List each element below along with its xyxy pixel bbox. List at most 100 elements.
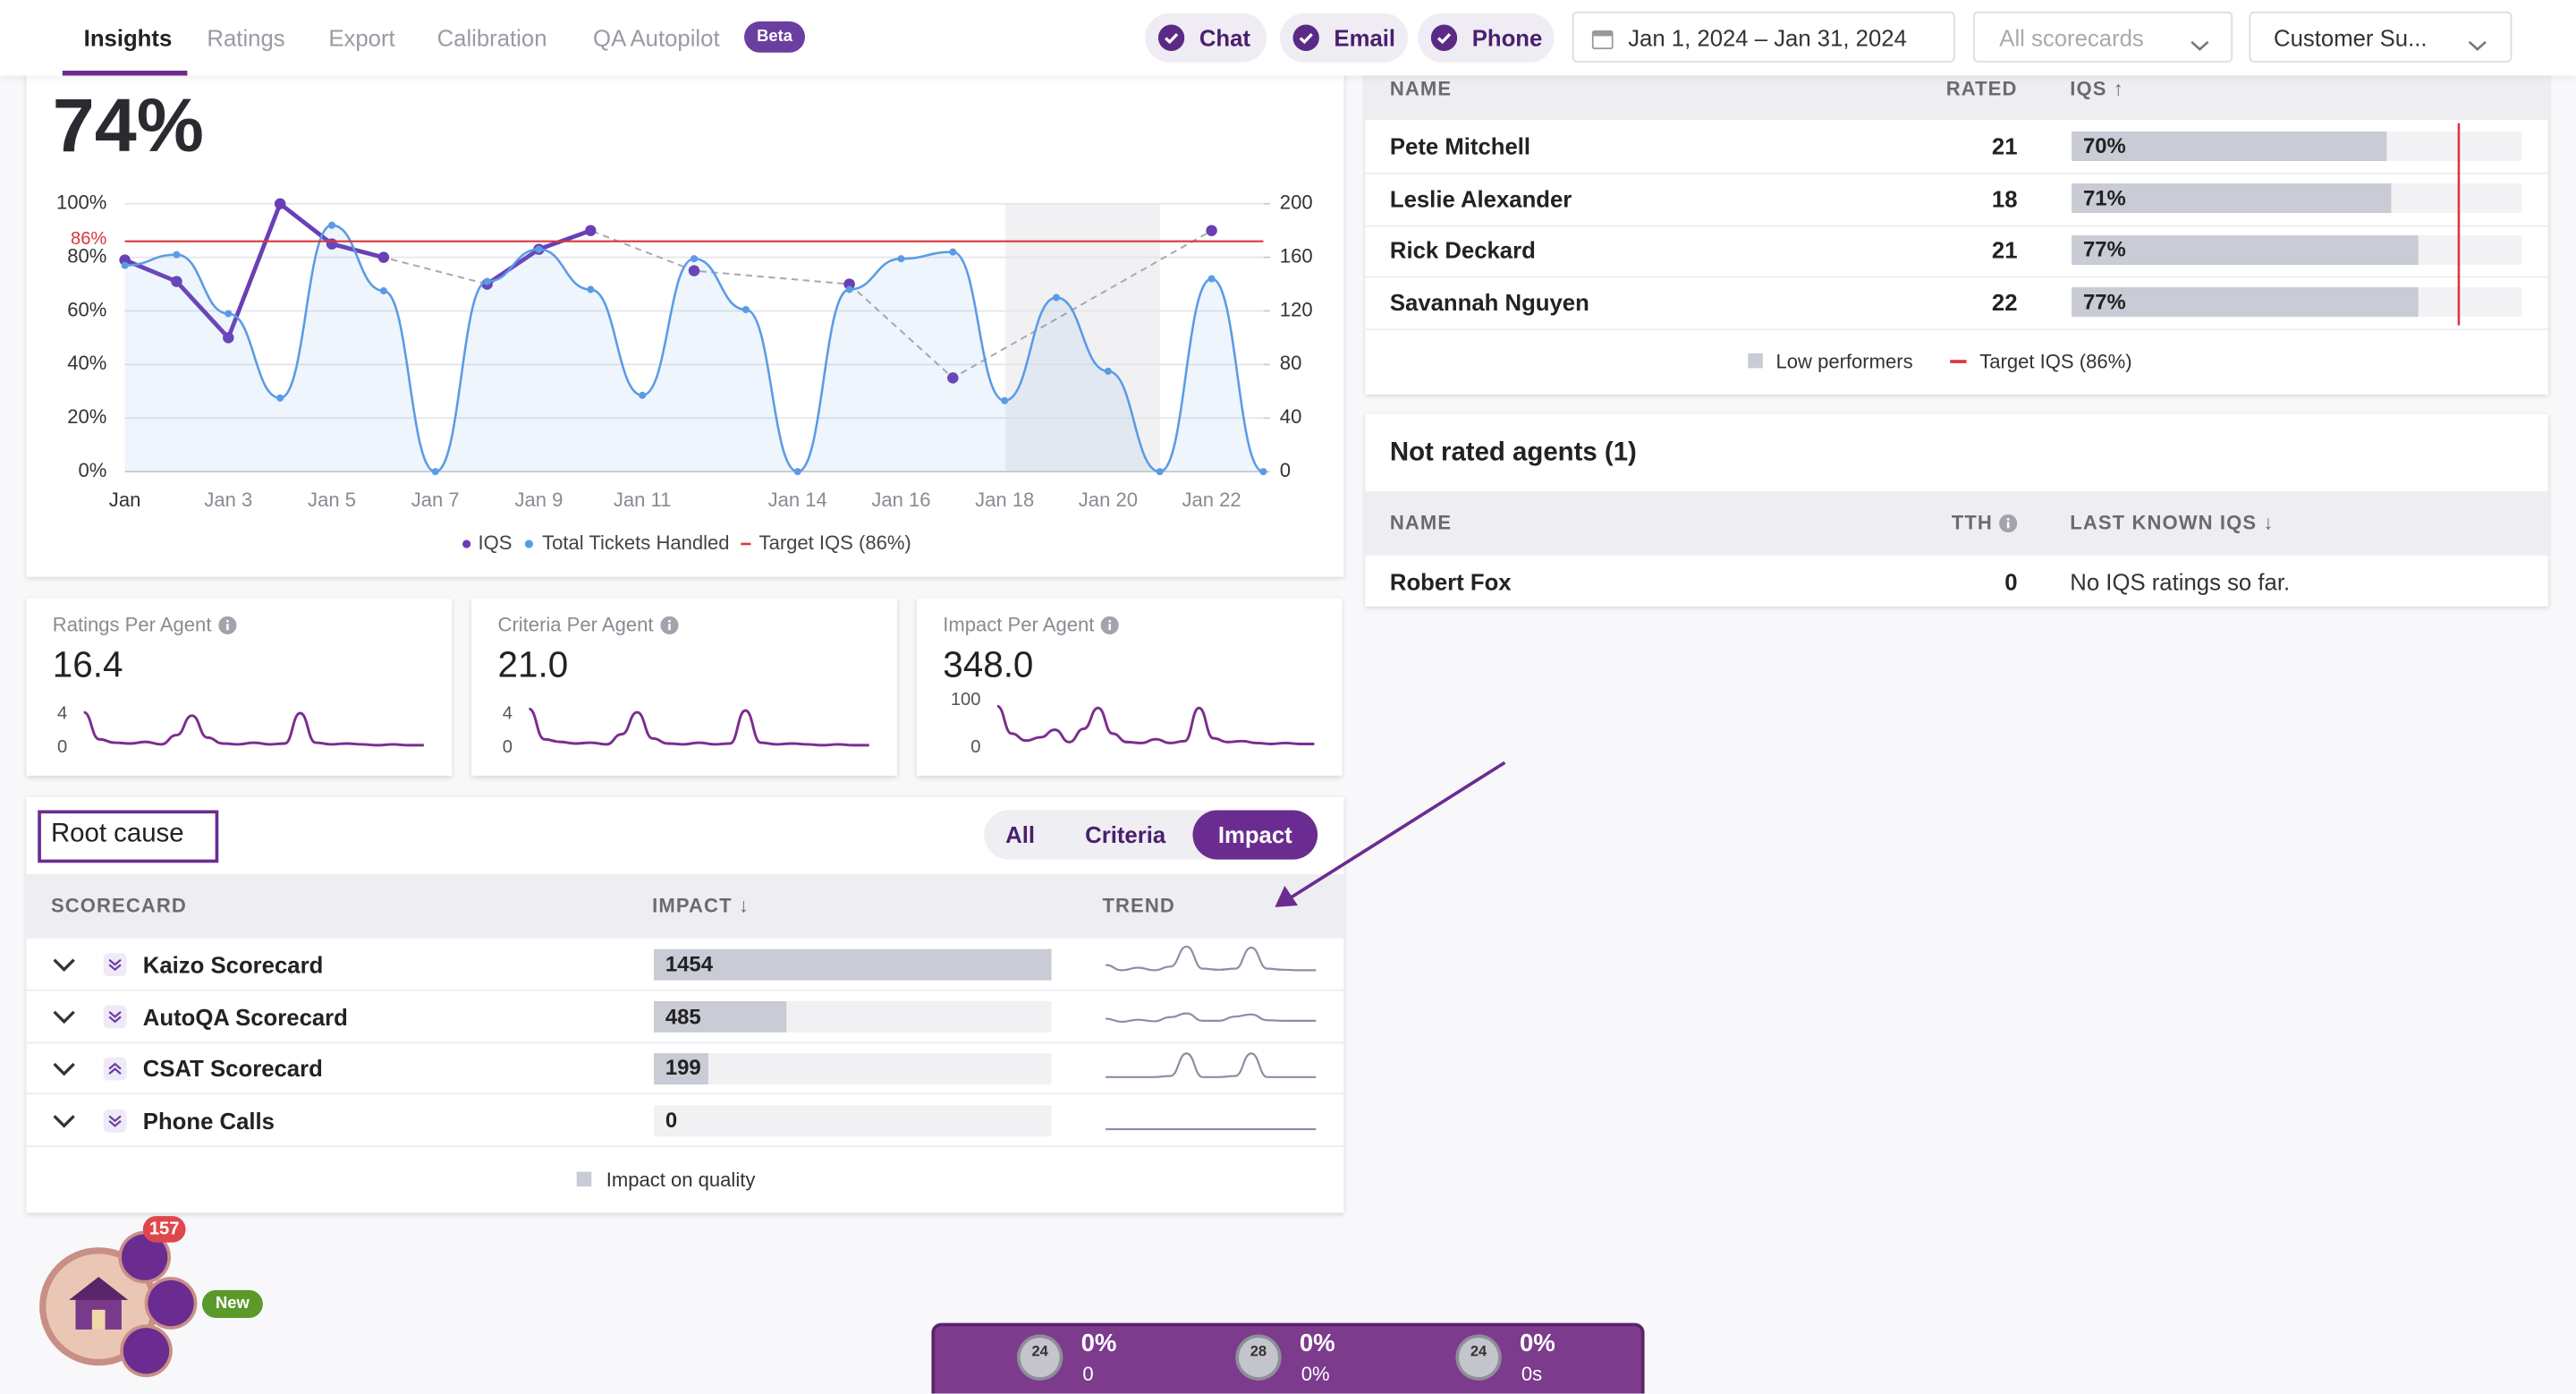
section-title: Not rated agents (1) <box>1390 438 1637 471</box>
channel-filter-text[interactable]: Phone <box>1471 24 1543 51</box>
check-mark <box>1165 33 1179 45</box>
widget-button[interactable] <box>123 1328 170 1374</box>
scorecard-name: Phone Calls <box>143 1104 275 1137</box>
dropdown-chevron <box>2468 40 2487 51</box>
scorecard-filter[interactable]: All scorecards <box>1999 21 2143 55</box>
metric-title: Criteria Per Agent <box>498 608 679 642</box>
nav-tab[interactable]: Export <box>328 21 394 55</box>
trophy-icon <box>1238 1338 1278 1378</box>
impact-value: 485 <box>665 1000 701 1033</box>
check-mark <box>1436 33 1452 45</box>
iqs-label-text: 77% <box>2082 288 2126 314</box>
team-select[interactable] <box>2249 11 2512 63</box>
trophy-level: 24 <box>1470 1334 1487 1367</box>
progress-percent: 0% <box>1300 1328 1335 1361</box>
scorecard-select[interactable] <box>1972 11 2233 63</box>
info-icon <box>659 615 679 634</box>
filter-button-text[interactable]: Impact <box>1217 821 1292 848</box>
table-header <box>1365 491 2548 556</box>
rated-count-text: 21 <box>1991 236 2018 264</box>
section-title-text: Not rated agents (1) <box>1389 438 1637 467</box>
scorecard-name: AutoQA Scorecard <box>143 1000 348 1033</box>
nav-tab-text[interactable]: Export <box>328 24 395 51</box>
filter-button-text[interactable]: Criteria <box>1085 821 1166 848</box>
channel-filter-text[interactable]: Chat <box>1199 24 1250 51</box>
rated-count: 18 <box>1992 182 2018 215</box>
column-header: NAME <box>1390 72 1452 106</box>
impact-value-text: 1454 <box>665 951 713 977</box>
rated-count: 21 <box>1992 130 2018 163</box>
row-divider <box>26 989 1344 991</box>
nav-tab[interactable]: Insights <box>84 21 173 55</box>
nav-tab-text[interactable]: Insights <box>83 24 173 51</box>
team-filter[interactable]: Customer Su... <box>2274 21 2428 55</box>
progress-sub-text: 0s <box>1521 1362 1543 1386</box>
dropdown-chevron <box>2468 31 2487 51</box>
iqs-card <box>26 65 1344 577</box>
filter-button[interactable]: Impact <box>1218 819 1292 852</box>
section-title: Root cause <box>51 819 184 852</box>
row-divider <box>26 1093 1344 1095</box>
rated-count-text: 22 <box>1991 288 2018 316</box>
nav-tab[interactable]: Calibration <box>437 21 547 55</box>
table-header <box>26 874 1344 939</box>
trophy-level-text: 28 <box>1250 1342 1267 1359</box>
metric-title-text: Criteria Per Agent <box>497 613 654 636</box>
iqs-label: 70% <box>2083 130 2126 163</box>
date-range[interactable]: Jan 1, 2024 – Jan 31, 2024 <box>1591 21 1907 55</box>
legend-label: Impact on quality <box>606 1163 756 1196</box>
progress-percent-text: 0% <box>1519 1329 1555 1358</box>
agent-name-text: Savannah Nguyen <box>1389 288 1589 316</box>
info-icon <box>1999 513 2018 532</box>
filter-button[interactable]: Criteria <box>1085 819 1165 852</box>
row-divider <box>1365 327 2548 330</box>
date-range-text[interactable]: Jan 1, 2024 – Jan 31, 2024 <box>1628 24 1907 51</box>
column-header-text: IMPACT ↓ <box>652 894 750 917</box>
channel-filter[interactable]: Phone <box>1430 21 1543 55</box>
scorecard-filter-text[interactable]: All scorecards <box>1999 24 2144 51</box>
info-stem <box>1108 623 1112 630</box>
nav-tab-text[interactable]: Calibration <box>436 24 547 51</box>
widget-button[interactable] <box>148 1279 194 1327</box>
row-divider <box>26 1041 1344 1043</box>
house-icon <box>69 1277 129 1330</box>
filter-button[interactable]: All <box>1005 819 1035 852</box>
trophy-level-text: 24 <box>1031 1342 1048 1359</box>
check-circle <box>1430 24 1458 51</box>
metric-value-text: 348.0 <box>943 644 1034 685</box>
game-widget <box>39 1247 158 1366</box>
agent-name: Rick Deckard <box>1390 234 1536 267</box>
iqs-kpi: 74% <box>53 79 204 171</box>
nav-tab-text[interactable]: Ratings <box>207 24 285 51</box>
info-point <box>667 618 671 622</box>
check-icon <box>1430 24 1458 51</box>
nav-tab-text[interactable]: QA Autopilot <box>593 24 720 51</box>
beta-badge: Beta <box>757 21 792 54</box>
check-circle <box>1292 24 1319 51</box>
metric-title: Ratings Per Agent <box>53 608 237 642</box>
calendar-top <box>1592 30 1613 36</box>
channel-filter[interactable]: Chat <box>1157 21 1250 55</box>
notification-count: 157 <box>149 1213 180 1246</box>
section-title-text: Root cause <box>50 820 184 848</box>
filter-button-text[interactable]: All <box>1005 821 1036 848</box>
impact-value: 1454 <box>665 948 713 982</box>
info-stem <box>2007 521 2010 528</box>
nav-tab[interactable]: QA Autopilot <box>593 21 720 55</box>
column-header-text: TTH <box>1951 511 1993 534</box>
trophy-level: 24 <box>1031 1334 1047 1367</box>
channel-filter-text[interactable]: Email <box>1334 24 1396 51</box>
scorecard-name: CSAT Scorecard <box>143 1052 323 1085</box>
column-header: TREND <box>1102 889 1174 922</box>
channel-filter[interactable]: Email <box>1292 21 1396 55</box>
nav-tab[interactable]: Ratings <box>207 21 284 55</box>
scorecard-name-text: CSAT Scorecard <box>142 1055 323 1083</box>
last-iqs-text: No IQS ratings so far. <box>2070 568 2291 595</box>
scorecard-name-text: AutoQA Scorecard <box>142 1003 348 1031</box>
info-point <box>2006 517 2010 520</box>
tab-underline <box>62 70 188 76</box>
date-picker[interactable] <box>1572 11 1955 63</box>
team-filter-text[interactable]: Customer Su... <box>2274 24 2428 51</box>
progress-percent: 0% <box>1081 1328 1117 1361</box>
impact-value: 0 <box>665 1104 677 1137</box>
